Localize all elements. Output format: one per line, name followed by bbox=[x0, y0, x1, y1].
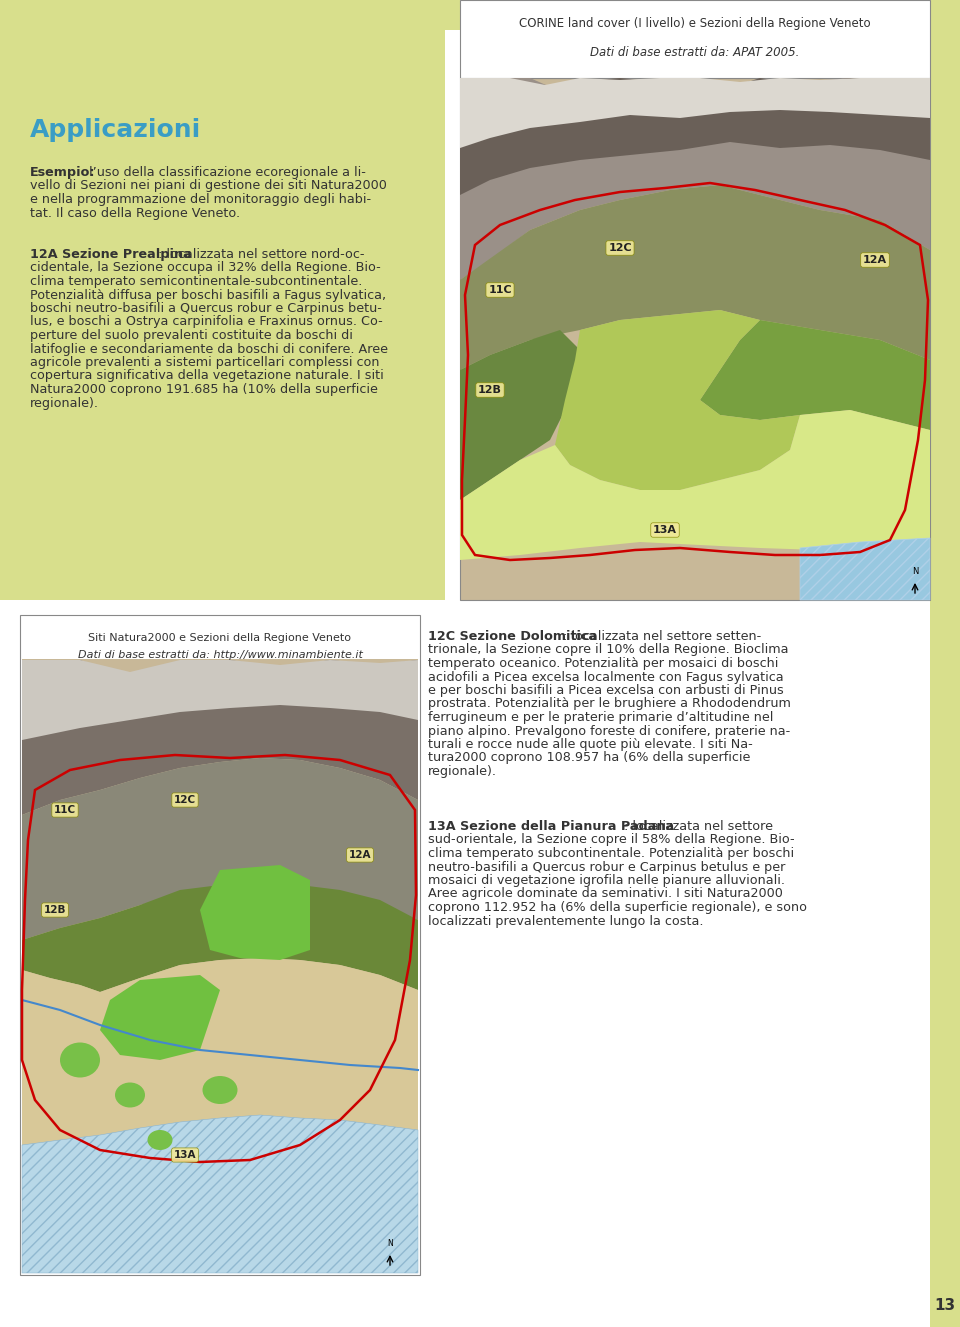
Polygon shape bbox=[460, 184, 930, 370]
Ellipse shape bbox=[115, 1083, 145, 1108]
Text: Potenzialità diffusa per boschi basifili a ​Fagus sylvatica​,: Potenzialità diffusa per boschi basifili… bbox=[30, 288, 386, 301]
Text: Applicazioni: Applicazioni bbox=[30, 118, 202, 142]
Text: 12A: 12A bbox=[348, 851, 372, 860]
Text: prostrata. Potenzialità per le brughiere a Rhododendrum: prostrata. Potenzialità per le brughiere… bbox=[428, 698, 791, 710]
Text: regionale).: regionale). bbox=[30, 397, 99, 410]
Text: 12A: 12A bbox=[863, 255, 887, 265]
Text: clima temperato semicontinentale-subcontinentale.: clima temperato semicontinentale-subcont… bbox=[30, 275, 362, 288]
Text: piano alpino. Prevalgono foreste di conifere, praterie na-: piano alpino. Prevalgono foreste di coni… bbox=[428, 725, 790, 738]
Text: neutro-basifili a Quercus robur e Carpinus betulus e per: neutro-basifili a Quercus robur e Carpin… bbox=[428, 860, 785, 873]
Text: mosaici di vegetazione igrofila nelle pianure alluvionali.: mosaici di vegetazione igrofila nelle pi… bbox=[428, 874, 785, 886]
Text: 11C: 11C bbox=[489, 285, 512, 295]
Text: trionale, la Sezione copre il 10% della Regione. Bioclima: trionale, la Sezione copre il 10% della … bbox=[428, 644, 788, 657]
Text: 12C Sezione Dolomitica: 12C Sezione Dolomitica bbox=[428, 630, 597, 644]
Text: e nella programmazione del monitoraggio degli habi-: e nella programmazione del monitoraggio … bbox=[30, 192, 372, 206]
Text: sud-orientale, la Sezione copre il 58% della Regione. Bio-: sud-orientale, la Sezione copre il 58% d… bbox=[428, 833, 795, 847]
Text: Dati di base estratti da: http://www.minambiente.it: Dati di base estratti da: http://www.min… bbox=[78, 650, 363, 660]
Text: ferrugineum e per le praterie primarie d’altitudine nel: ferrugineum e per le praterie primarie d… bbox=[428, 711, 774, 725]
Bar bbox=[460, 78, 930, 600]
Text: clima temperato subcontinentale. Potenzialità per boschi: clima temperato subcontinentale. Potenzi… bbox=[428, 847, 794, 860]
Text: Natura2000 coprono 191.685 ha (10% della superficie: Natura2000 coprono 191.685 ha (10% della… bbox=[30, 384, 378, 395]
Polygon shape bbox=[100, 975, 220, 1060]
Polygon shape bbox=[460, 78, 930, 149]
Text: : localizzata nel settore setten-: : localizzata nel settore setten- bbox=[563, 630, 761, 644]
Text: copertura significativa della vegetazione naturale. I siti: copertura significativa della vegetazion… bbox=[30, 369, 384, 382]
Text: CORINE land cover (I livello) e Sezioni della Regione Veneto: CORINE land cover (I livello) e Sezioni … bbox=[519, 17, 871, 31]
Text: 13: 13 bbox=[934, 1298, 955, 1312]
Text: 13A: 13A bbox=[653, 525, 677, 535]
Text: turali e rocce nude alle quote più elevate. I siti Na-: turali e rocce nude alle quote più eleva… bbox=[428, 738, 753, 751]
Text: : localizzata nel settore nord-oc-: : localizzata nel settore nord-oc- bbox=[158, 248, 365, 261]
Text: 12B: 12B bbox=[478, 385, 502, 395]
Polygon shape bbox=[460, 78, 930, 280]
Polygon shape bbox=[22, 958, 418, 1145]
Text: N: N bbox=[387, 1239, 393, 1247]
Bar bbox=[930, 0, 960, 1327]
Bar bbox=[460, 0, 930, 78]
Text: tat. Il caso della Regione Veneto.: tat. Il caso della Regione Veneto. bbox=[30, 207, 240, 219]
Bar bbox=[22, 660, 418, 1273]
Text: 12B: 12B bbox=[44, 905, 66, 916]
Text: cidentale, la Sezione occupa il 32% della Regione. Bio-: cidentale, la Sezione occupa il 32% dell… bbox=[30, 261, 381, 275]
Text: acidofili a Picea excelsa localmente con Fagus sylvatica: acidofili a Picea excelsa localmente con… bbox=[428, 670, 783, 683]
Text: e per boschi basifili a Picea excelsa con arbusti di Pinus: e per boschi basifili a Picea excelsa co… bbox=[428, 683, 783, 697]
Text: 12A Sezione Prealpina: 12A Sezione Prealpina bbox=[30, 248, 192, 261]
Bar bbox=[0, 0, 460, 31]
Polygon shape bbox=[460, 78, 930, 195]
Text: 13A: 13A bbox=[174, 1151, 196, 1160]
Text: boschi neutro-basifili a Quercus robur e Carpinus betu-: boschi neutro-basifili a Quercus robur e… bbox=[30, 303, 382, 314]
Text: coprono 112.952 ha (6% della superficie regionale), e sono: coprono 112.952 ha (6% della superficie … bbox=[428, 901, 807, 914]
Text: Dati di base estratti da: APAT 2005.: Dati di base estratti da: APAT 2005. bbox=[590, 45, 800, 58]
Text: Esempio:: Esempio: bbox=[30, 166, 95, 179]
Text: agricole prevalenti a sistemi particellari complessi con: agricole prevalenti a sistemi particella… bbox=[30, 356, 379, 369]
Ellipse shape bbox=[203, 1076, 237, 1104]
Text: lus, e boschi a Ostrya carpinifolia e Fraxinus ornus. Co-: lus, e boschi a Ostrya carpinifolia e Fr… bbox=[30, 316, 383, 329]
Text: regionale).: regionale). bbox=[428, 764, 497, 778]
Polygon shape bbox=[22, 660, 418, 815]
Polygon shape bbox=[800, 537, 930, 600]
Polygon shape bbox=[22, 882, 418, 993]
Text: temperato oceanico. Potenzialità per mosaici di boschi: temperato oceanico. Potenzialità per mos… bbox=[428, 657, 779, 670]
Text: Aree agricole dominate da seminativi. I siti Natura2000: Aree agricole dominate da seminativi. I … bbox=[428, 888, 782, 901]
Text: 12C: 12C bbox=[609, 243, 632, 253]
Text: vello di Sezioni nei piani di gestione dei siti Natura2000: vello di Sezioni nei piani di gestione d… bbox=[30, 179, 387, 192]
Bar bbox=[930, 0, 960, 31]
Text: 13A Sezione della Pianura Padana: 13A Sezione della Pianura Padana bbox=[428, 820, 674, 833]
Text: latifoglie e secondariamente da boschi di conifere. Aree: latifoglie e secondariamente da boschi d… bbox=[30, 342, 388, 356]
Polygon shape bbox=[22, 1115, 418, 1273]
Bar bbox=[20, 614, 420, 1275]
Text: 12C: 12C bbox=[174, 795, 196, 805]
Text: perture del suolo prevalenti costituite da boschi di: perture del suolo prevalenti costituite … bbox=[30, 329, 353, 342]
Polygon shape bbox=[460, 330, 580, 500]
Polygon shape bbox=[700, 320, 930, 430]
Bar bbox=[0, 31, 445, 600]
Bar bbox=[0, 1289, 930, 1327]
Polygon shape bbox=[22, 660, 418, 740]
Text: tura2000 coprono 108.957 ha (6% della superficie: tura2000 coprono 108.957 ha (6% della su… bbox=[428, 751, 751, 764]
Text: l’uso della classificazione ecoregionale a li-: l’uso della classificazione ecoregionale… bbox=[85, 166, 366, 179]
Text: N: N bbox=[912, 567, 918, 576]
Text: localizzati prevalentemente lungo la costa.: localizzati prevalentemente lungo la cos… bbox=[428, 914, 704, 928]
Polygon shape bbox=[555, 311, 800, 490]
Polygon shape bbox=[460, 410, 930, 560]
Polygon shape bbox=[22, 758, 418, 940]
Text: 11C: 11C bbox=[54, 805, 76, 815]
Polygon shape bbox=[200, 865, 310, 959]
Ellipse shape bbox=[148, 1131, 173, 1151]
Text: Siti Natura2000 e Sezioni della Regione Veneto: Siti Natura2000 e Sezioni della Regione … bbox=[88, 633, 351, 644]
Ellipse shape bbox=[60, 1043, 100, 1078]
Text: : localizzata nel settore: : localizzata nel settore bbox=[624, 820, 773, 833]
